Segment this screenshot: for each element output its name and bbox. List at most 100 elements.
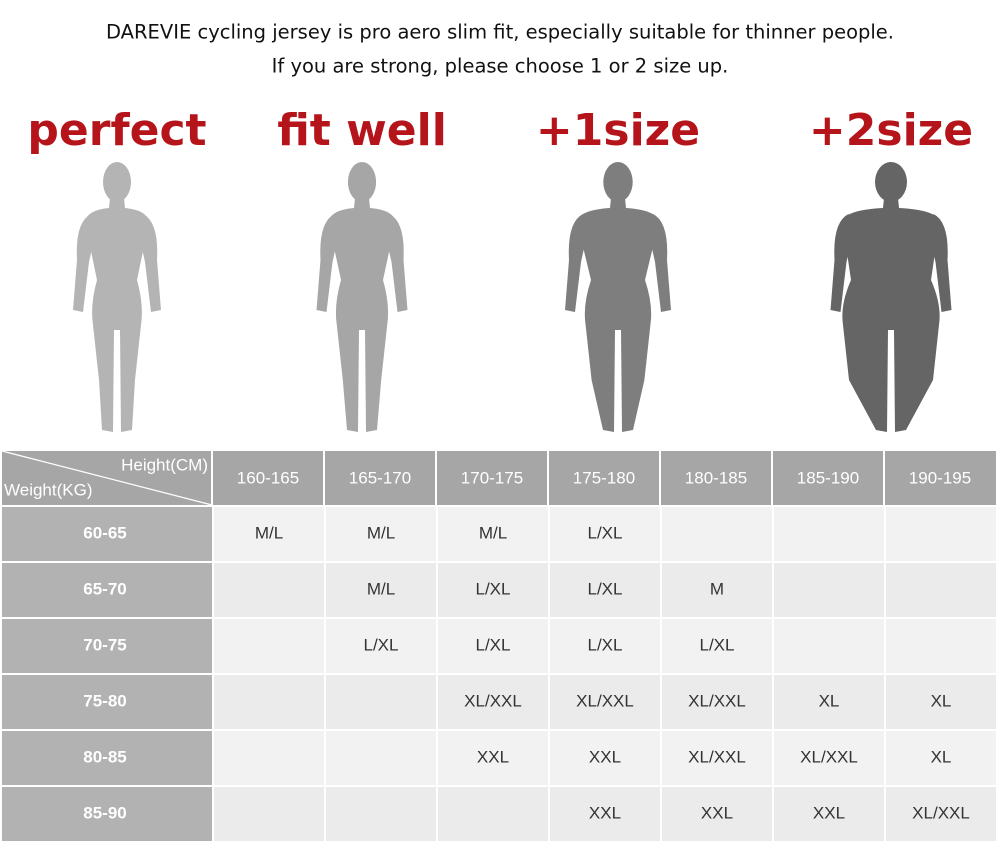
cell-bg xyxy=(662,787,772,841)
cell-bg xyxy=(438,563,548,617)
cell-bg xyxy=(774,619,884,673)
cell-bg xyxy=(886,787,996,841)
cell-bg xyxy=(438,787,548,841)
size-cell: XXL xyxy=(701,803,733,822)
cell-bg xyxy=(550,619,660,673)
cell-bg xyxy=(886,507,996,561)
column-header: 160-165 xyxy=(237,468,299,487)
column-header: 170-175 xyxy=(461,468,523,487)
figure-body xyxy=(577,198,659,432)
size-cell: L/XL xyxy=(588,523,623,542)
figure xyxy=(73,162,161,432)
cell-bg xyxy=(326,731,436,785)
cell-bg xyxy=(662,507,772,561)
row-label-cell xyxy=(2,787,212,841)
cell-bg xyxy=(886,675,996,729)
figure-arm xyxy=(929,214,952,312)
cell-bg xyxy=(214,731,324,785)
figure-body xyxy=(85,198,149,432)
row-label: 70-75 xyxy=(83,635,126,654)
size-cell: XL/XXL xyxy=(912,803,970,822)
size-cell: L/XL xyxy=(588,635,623,654)
header-line: If you are strong, please choose 1 or 2 … xyxy=(272,55,729,78)
size-cell: M xyxy=(710,579,724,598)
cell-bg xyxy=(886,563,996,617)
size-cell: M/L xyxy=(367,579,395,598)
column-heading: Height(CM) xyxy=(121,455,208,474)
header-row xyxy=(2,451,996,505)
figure-arm xyxy=(830,214,853,312)
fit-label: fit well xyxy=(277,105,447,156)
size-cell: XL/XXL xyxy=(800,747,858,766)
row-label-cell xyxy=(2,619,212,673)
size-cell: XXL xyxy=(477,747,509,766)
figure xyxy=(830,162,952,432)
cell-bg xyxy=(550,675,660,729)
figure-head xyxy=(603,162,633,202)
column-header: 165-170 xyxy=(349,468,411,487)
cell-bg xyxy=(886,619,996,673)
size-cell: XL/XXL xyxy=(576,691,634,710)
figure-head xyxy=(875,162,907,202)
size-cell: XXL xyxy=(589,803,621,822)
size-cell: L/XL xyxy=(476,635,511,654)
column-header: 180-185 xyxy=(685,468,747,487)
cell-bg xyxy=(326,675,436,729)
row-label: 75-80 xyxy=(83,691,126,710)
column-header: 185-190 xyxy=(797,468,859,487)
cell-bg xyxy=(438,619,548,673)
row-label: 65-70 xyxy=(83,579,126,598)
cell-bg xyxy=(886,731,996,785)
cell-bg xyxy=(774,731,884,785)
cell-bg xyxy=(326,787,436,841)
cell-bg xyxy=(550,563,660,617)
cell-bg xyxy=(550,787,660,841)
header-line: DAREVIE cycling jersey is pro aero slim … xyxy=(106,21,894,44)
cell-bg xyxy=(774,563,884,617)
row-label: 80-85 xyxy=(83,747,126,766)
fit-label: +2size xyxy=(809,105,973,156)
cell-bg xyxy=(550,731,660,785)
size-cell: L/XL xyxy=(700,635,735,654)
figure-body xyxy=(328,198,396,432)
size-cell: XL/XXL xyxy=(688,691,746,710)
cell-bg xyxy=(662,675,772,729)
cell-bg xyxy=(214,619,324,673)
size-cell: XL xyxy=(931,691,952,710)
row-label-cell xyxy=(2,675,212,729)
corner-diagonal xyxy=(1,450,213,506)
figure xyxy=(565,162,671,432)
fit-label: perfect xyxy=(27,105,206,156)
size-cell: XL/XXL xyxy=(464,691,522,710)
row-label: 60-65 xyxy=(83,523,126,542)
row-label: 85-90 xyxy=(83,803,126,822)
size-cell: L/XL xyxy=(588,579,623,598)
cell-bg xyxy=(774,675,884,729)
column-header: 175-180 xyxy=(573,468,635,487)
size-cell: XL/XXL xyxy=(688,747,746,766)
figure-head xyxy=(103,162,131,202)
cell-bg xyxy=(662,563,772,617)
figure-body xyxy=(842,198,940,432)
cell-bg xyxy=(326,563,436,617)
size-cell: L/XL xyxy=(476,579,511,598)
figure-head xyxy=(347,162,377,202)
cell-bg xyxy=(214,563,324,617)
figure-arm xyxy=(73,214,95,312)
size-cell: M/L xyxy=(479,523,507,542)
figure-arm xyxy=(649,214,671,312)
row-label-cell xyxy=(2,731,212,785)
cell-bg xyxy=(438,731,548,785)
row-label-cell xyxy=(2,507,212,561)
cell-bg xyxy=(662,731,772,785)
cell-bg xyxy=(438,507,548,561)
cell-bg xyxy=(214,787,324,841)
cell-bg xyxy=(662,619,772,673)
size-cell: XL xyxy=(819,691,840,710)
figure-arm xyxy=(139,214,161,312)
size-cell: XXL xyxy=(589,747,621,766)
fit-label: +1size xyxy=(536,105,700,156)
size-cell: M/L xyxy=(255,523,283,542)
cell-bg xyxy=(214,507,324,561)
cell-bg xyxy=(438,675,548,729)
